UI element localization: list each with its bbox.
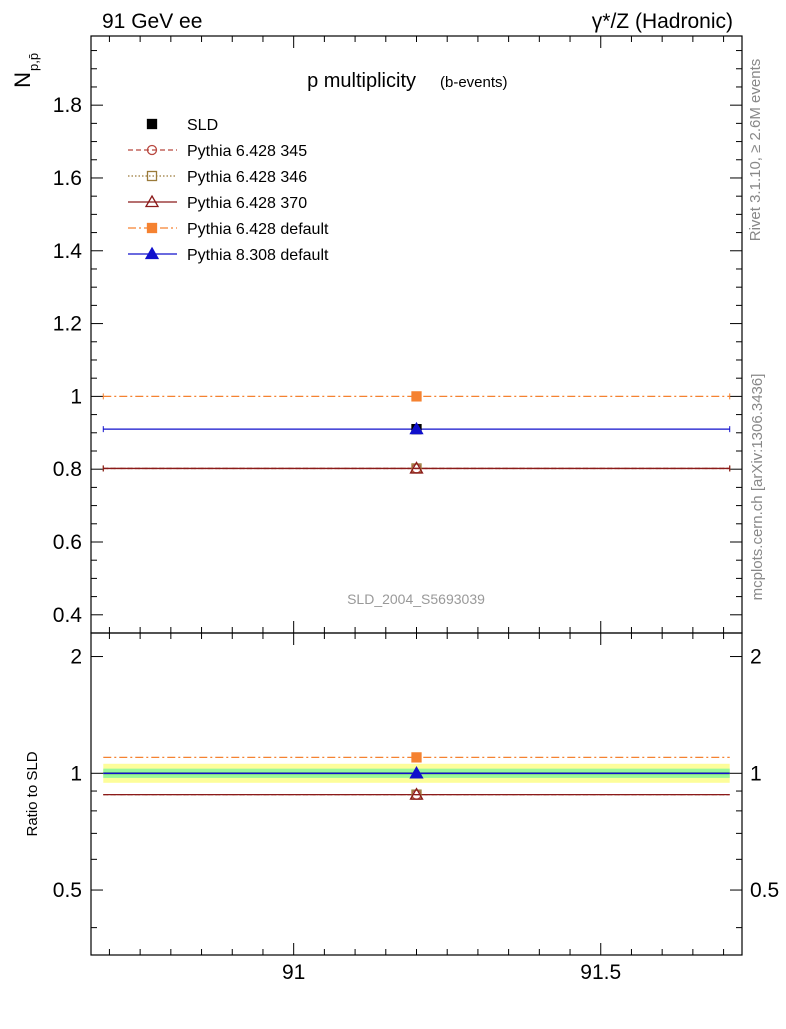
ratio-y-tick-label-left: 1 <box>70 762 82 785</box>
legend-label-sld: SLD <box>187 117 218 134</box>
x-tick-label: 91 <box>282 961 305 984</box>
series-point-pythia-6-428-370 <box>409 461 424 474</box>
legend-marker-pythia-6-428-370 <box>144 194 160 208</box>
ratio-data <box>103 752 730 800</box>
series-point-pythia-6-428-default <box>411 391 422 402</box>
x-tick-label: 91.5 <box>580 961 621 984</box>
rivet-version-label: Rivet 3.1.10, ≥ 2.6M events <box>747 59 764 242</box>
legend: SLD Pythia 6.428 345 Pythia 6.428 346 Pythi… <box>128 117 329 264</box>
legend-label-pythia-6-428-346: Pythia 6.428 346 <box>187 169 307 186</box>
ratio-point-pythia-6-428-370 <box>409 787 424 800</box>
legend-label-pythia-6-428-370: Pythia 6.428 370 <box>187 195 307 212</box>
legend-marker-pythia-6-428-default <box>146 222 158 234</box>
legend-label-pythia-6-428-default: Pythia 6.428 default <box>187 221 329 238</box>
header-left-label: 91 GeV ee <box>102 10 202 33</box>
main-data <box>102 391 731 474</box>
ratio-y-tick-label-right: 2 <box>750 646 762 669</box>
y-tick-label: 1.6 <box>53 167 82 190</box>
plot-title: p multiplicity <box>307 70 416 92</box>
main-panel: 0.4 0.6 0.8 1 1.2 1.4 1.6 1.8 p multiplicity (b… <box>53 35 743 634</box>
y-tick-label: 1 <box>70 385 82 408</box>
y-tick-label: 1.4 <box>53 240 83 263</box>
legend-marker-pythia-6-428-346 <box>146 170 158 182</box>
y-axis-label: N <box>10 72 35 88</box>
mcplots-credit-label: mcplots.cern.ch [arXiv:1306.3436] <box>749 374 766 601</box>
ratio-y-tick-label-right: 1 <box>750 762 762 785</box>
ratio-point-pythia-8-308-default <box>409 765 424 779</box>
y-axis-label-subscript: p,p̄ <box>26 53 41 71</box>
main-axis-ticks: 0.4 0.6 0.8 1 1.2 1.4 1.6 1.8 <box>53 36 742 634</box>
legend-marker-sld <box>146 118 158 130</box>
y-axis-label-main: N p,p̄ <box>10 53 41 88</box>
y-tick-label: 0.8 <box>53 458 82 481</box>
analysis-watermark: SLD_2004_S5693039 <box>347 591 485 607</box>
ratio-y-tick-label-right: 0.5 <box>750 879 779 902</box>
ratio-panel: 0.5 0.5 1 1 2 2 91 91.5 <box>53 632 779 984</box>
ratio-y-axis-label: Ratio to SLD <box>24 751 41 836</box>
ratio-point-pythia-6-428-default <box>411 752 422 763</box>
y-tick-label: 1.8 <box>53 94 82 117</box>
plot-subtitle: (b-events) <box>440 74 508 91</box>
legend-marker-pythia-8-308-default <box>144 246 160 260</box>
y-tick-label: 0.6 <box>53 531 82 554</box>
ratio-y-tick-label-left: 0.5 <box>53 879 82 902</box>
header-right-label: γ*/Z (Hadronic) <box>592 10 733 33</box>
ratio-y-tick-label-left: 2 <box>70 646 82 669</box>
ratio-axis-ticks: 0.5 0.5 1 1 2 2 91 91.5 <box>53 633 779 984</box>
y-tick-label: 0.4 <box>53 604 83 627</box>
y-tick-label: 1.2 <box>53 313 82 336</box>
legend-label-pythia-8-308-default: Pythia 8.308 default <box>187 247 329 264</box>
legend-marker-pythia-6-428-345 <box>146 144 158 156</box>
series-point-pythia-8-308-default <box>409 421 424 435</box>
legend-label-pythia-6-428-345: Pythia 6.428 345 <box>187 143 307 160</box>
